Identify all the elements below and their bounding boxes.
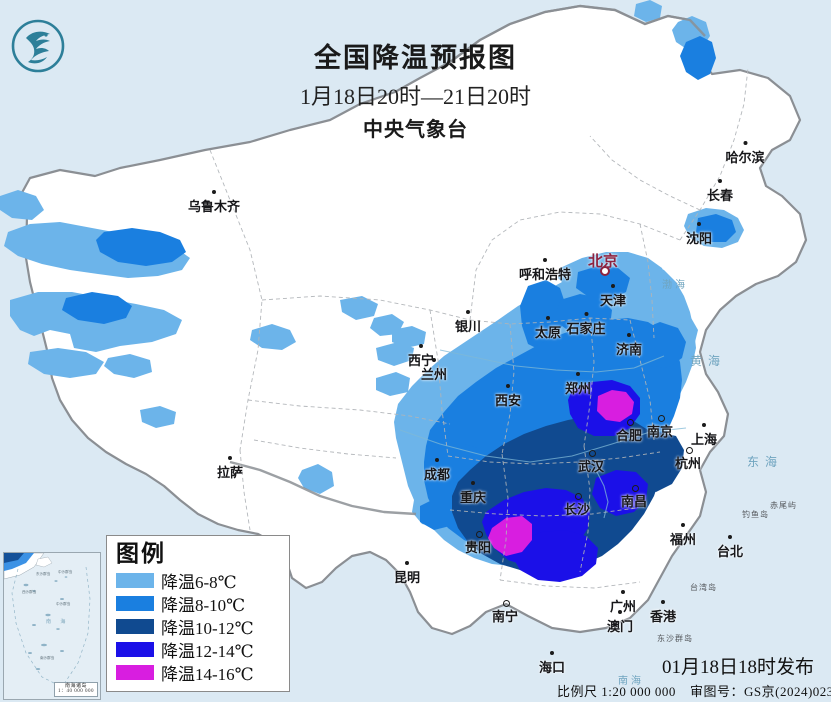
legend-swatch xyxy=(116,665,154,681)
legend-label: 降温10-12℃ xyxy=(161,619,254,639)
legend-swatch xyxy=(116,573,154,589)
inset-name: 南海诸岛 xyxy=(64,683,87,689)
legend-rows: 降温6-8℃ 降温8-10℃ 降温10-12℃ 降温12-14℃ 降温14-16℃ xyxy=(116,569,282,684)
legend-label: 降温8-10℃ xyxy=(161,596,246,616)
inset-scale: 1：40 000 000 xyxy=(57,689,94,695)
cooling-band-14-16 xyxy=(488,390,634,556)
legend-item: 降温14-16℃ xyxy=(116,661,282,684)
approval-number: 审图号：GS京(2024)0236号 xyxy=(690,684,831,699)
legend-label: 降温14-16℃ xyxy=(161,665,254,685)
legend-swatch xyxy=(116,619,154,635)
legend-swatch xyxy=(116,642,154,658)
legend-title: 图例 xyxy=(116,541,166,566)
south-china-sea-inset: 东沙群岛 中沙群岛 西沙群岛 中沙群岛 南沙群岛 南 海 南海诸岛 1：40 0… xyxy=(3,552,101,700)
legend-label: 降温6-8℃ xyxy=(161,573,237,593)
legend-item: 降温6-8℃ xyxy=(116,569,282,592)
svg-text:中沙群岛: 中沙群岛 xyxy=(58,569,73,574)
rivers xyxy=(399,349,687,519)
cooling-band-12-14 xyxy=(482,380,648,582)
province-borders xyxy=(209,67,749,589)
legend-item: 降温8-10℃ xyxy=(116,592,282,615)
cma-dragon-logo xyxy=(11,19,65,73)
legend-item: 降温12-14℃ xyxy=(116,638,282,661)
legend-swatch xyxy=(116,596,154,612)
legend-item: 降温10-12℃ xyxy=(116,615,282,638)
release-time: 01月18日18时发布 xyxy=(662,657,815,678)
map-scale: 比例尺 1:20 000 000 xyxy=(557,684,676,699)
svg-text:南沙群岛: 南沙群岛 xyxy=(40,655,55,660)
inset-scale-box: 南海诸岛 1：40 000 000 xyxy=(53,681,98,697)
national-border xyxy=(229,4,706,516)
svg-text:南 海: 南 海 xyxy=(46,618,69,625)
legend-panel: 图例 降温6-8℃ 降温8-10℃ 降温10-12℃ 降温12-14℃ 降温14-16℃ xyxy=(106,535,290,693)
svg-text:东沙群岛: 东沙群岛 xyxy=(36,571,51,576)
svg-text:西沙群岛: 西沙群岛 xyxy=(22,589,37,594)
inset-map-svg: 东沙群岛 中沙群岛 西沙群岛 中沙群岛 南沙群岛 南 海 xyxy=(4,553,100,699)
svg-text:中沙群岛: 中沙群岛 xyxy=(56,601,71,606)
legend-label: 降温12-14℃ xyxy=(161,642,254,662)
